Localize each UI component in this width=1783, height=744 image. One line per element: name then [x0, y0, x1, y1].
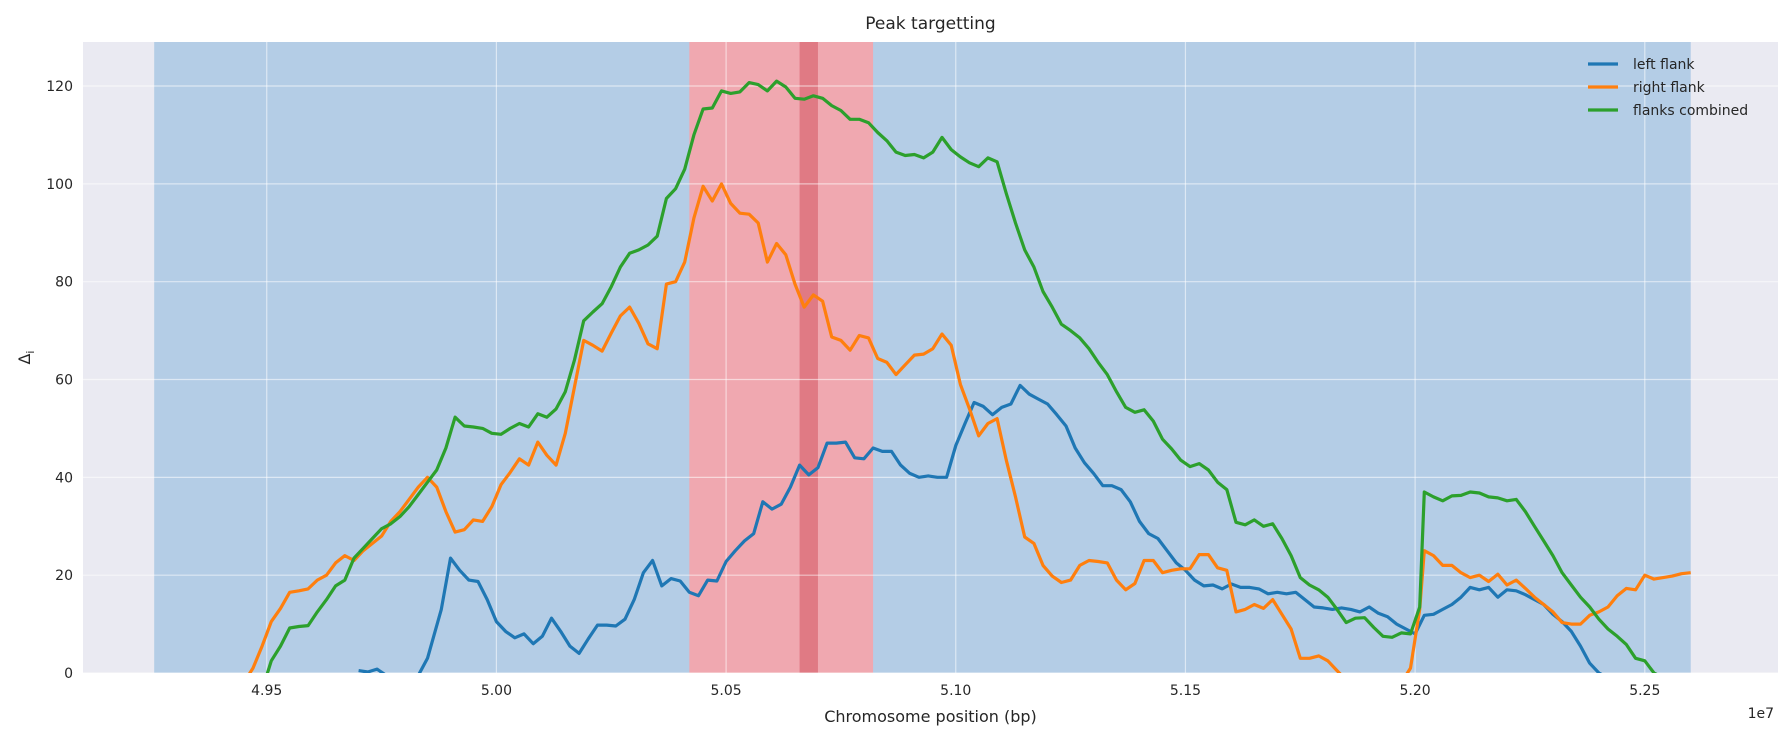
x-tick-label: 5.25 — [1629, 683, 1660, 699]
legend-label: flanks combined — [1633, 103, 1748, 119]
x-tick-label: 5.00 — [481, 683, 512, 699]
series-line-right-flank — [248, 182, 1691, 673]
shaded-region-1 — [689, 42, 874, 673]
shaded-region-0 — [154, 42, 1691, 673]
y-axis-label-main: Δ — [15, 354, 34, 365]
y-tick-label: 120 — [46, 79, 73, 95]
legend-label: left flank — [1633, 57, 1695, 73]
y-axis-label-sub: i — [24, 350, 37, 353]
x-offset-label: 1e7 — [1748, 706, 1774, 722]
x-axis-label: Chromosome position (bp) — [824, 707, 1037, 726]
x-tick-label: 5.15 — [1170, 683, 1201, 699]
series-line-flanks-combined — [265, 79, 1658, 673]
y-tick-label: 80 — [55, 275, 73, 291]
y-tick-label: 40 — [55, 470, 73, 486]
x-tick-label: 5.20 — [1400, 683, 1431, 699]
x-tick-label: 5.05 — [711, 683, 742, 699]
legend: left flank right flank flanks combined — [1588, 57, 1748, 119]
y-tick-label: 100 — [46, 177, 73, 193]
series-lines — [248, 79, 1691, 673]
chart-title: Peak targetting — [865, 14, 995, 34]
x-tick-labels: 4.95 5.00 5.05 5.10 5.15 5.20 5.25 — [251, 683, 1660, 699]
series-line-left-flank — [358, 383, 1603, 673]
x-tick-label: 5.10 — [940, 683, 971, 699]
legend-label: right flank — [1633, 80, 1706, 96]
y-axis-label: Δi — [15, 350, 37, 364]
y-tick-labels: 0 20 40 60 80 100 120 — [46, 79, 73, 682]
y-tick-label: 0 — [64, 666, 73, 682]
x-tick-label: 4.95 — [251, 683, 282, 699]
y-tick-label: 20 — [55, 568, 73, 584]
shaded-region-2 — [799, 42, 818, 673]
shaded-regions — [154, 42, 1691, 673]
y-tick-label: 60 — [55, 373, 73, 389]
